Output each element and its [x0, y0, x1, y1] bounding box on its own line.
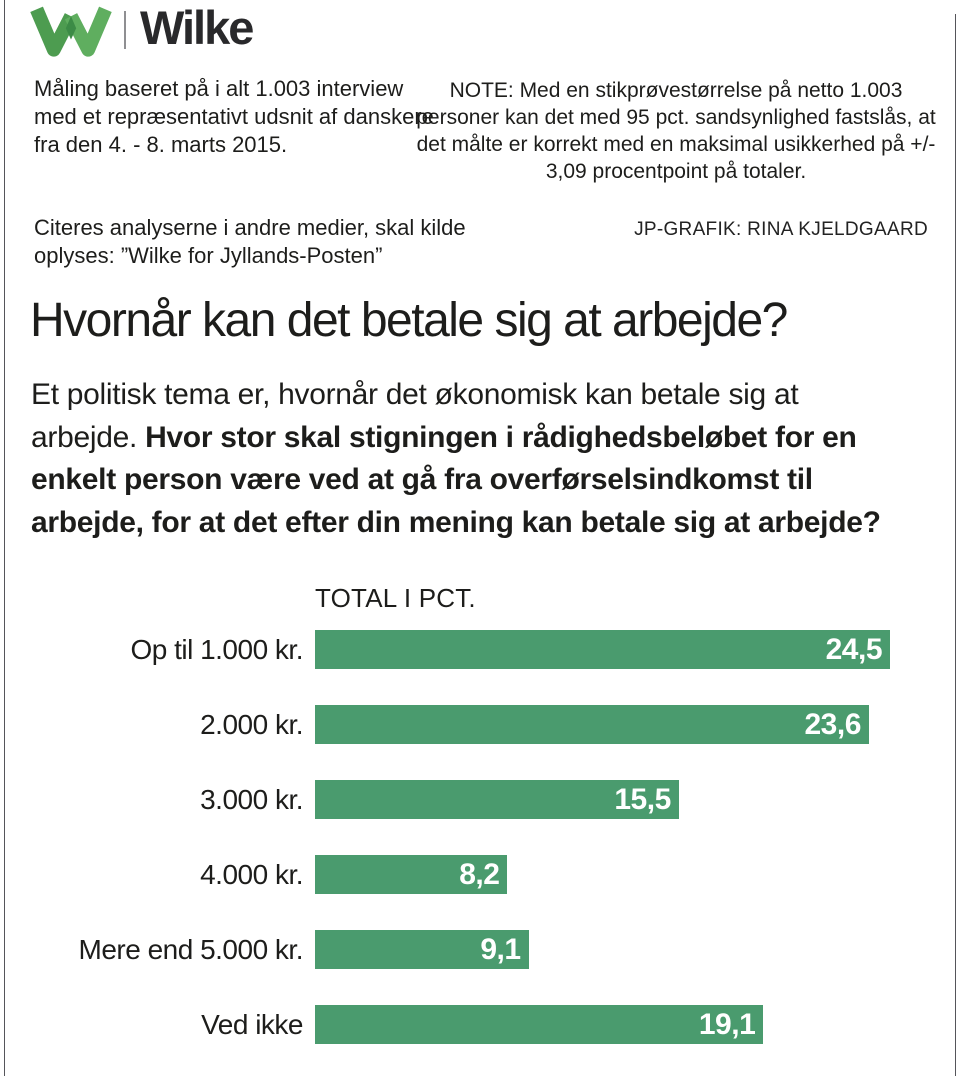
bar-category-label: 4.000 kr.	[200, 858, 303, 890]
sample-size-note: NOTE: Med en stikprøvestørrelse på netto…	[416, 79, 936, 183]
brand-name: Wilke	[140, 0, 254, 54]
logo-divider	[124, 11, 126, 49]
bar-value-label: 19,1	[698, 1007, 756, 1041]
right-column-rule	[955, 14, 956, 1076]
chart-row: Ved ikke 19,1	[30, 1005, 930, 1044]
bar-track: 15,5	[315, 780, 890, 819]
bar: 23,6	[315, 705, 869, 744]
bar: 9,1	[315, 930, 529, 969]
bar-track: 8,2	[315, 855, 890, 894]
bar-category-label: Mere end 5.000 kr.	[78, 933, 304, 965]
bar-track: 9,1	[315, 930, 890, 969]
chart-row: Mere end 5.000 kr. 9,1	[30, 930, 930, 969]
bar-track: 19,1	[315, 1005, 890, 1044]
headline: Hvornår kan det betale sig at arbejde?	[30, 294, 788, 347]
chart-row: 3.000 kr. 15,5	[30, 780, 930, 819]
bar-category-label: 3.000 kr.	[200, 783, 303, 815]
bar: 8,2	[315, 855, 508, 894]
bar-value-label: 9,1	[480, 932, 521, 966]
chart-row: 2.000 kr. 23,6	[30, 705, 930, 744]
bar-track: 24,5	[315, 630, 890, 669]
wilke-logo: Wilke	[28, 0, 254, 57]
bar-value-label: 15,5	[614, 782, 671, 816]
bar-category-label: Ved ikke	[201, 1008, 303, 1040]
chart-row: Op til 1.000 kr. 24,5	[30, 630, 930, 669]
bar-chart-rows: Op til 1.000 kr. 24,5 2.000 kr. 23,6 3.000 k…	[30, 630, 930, 1076]
left-column-rule	[4, 0, 5, 1076]
wilke-w-icon	[30, 6, 112, 57]
chart-title: TOTAL I PCT.	[315, 583, 476, 613]
chart-row: 4.000 kr. 8,2	[30, 855, 930, 894]
bar: 15,5	[315, 780, 679, 819]
bar-value-label: 24,5	[825, 632, 883, 666]
lead-question-text: Hvor stor skal stigningen i rådighedsbel…	[31, 420, 881, 539]
bar-category-label: Op til 1.000 kr.	[130, 633, 303, 665]
bar-category-label: 2.000 kr.	[200, 708, 303, 740]
bar: 24,5	[315, 630, 890, 669]
lead-paragraph: Et politisk tema er, hvornår det økonomi…	[31, 374, 911, 544]
bar-value-label: 8,2	[459, 857, 500, 891]
bar: 19,1	[315, 1005, 764, 1044]
methodology-note: Måling baseret på i alt 1.003 interview …	[34, 76, 434, 157]
bar-track: 23,6	[315, 705, 890, 744]
lead-normal-text: Et politisk tema er, hvornår det økonomi…	[31, 378, 799, 454]
bar-value-label: 23,6	[804, 707, 861, 741]
citation-note: Citeres analyserne i andre medier, skal …	[34, 215, 466, 268]
graphic-credit: JP-GRAFIK: RINA KJELDGAARD	[634, 219, 928, 240]
